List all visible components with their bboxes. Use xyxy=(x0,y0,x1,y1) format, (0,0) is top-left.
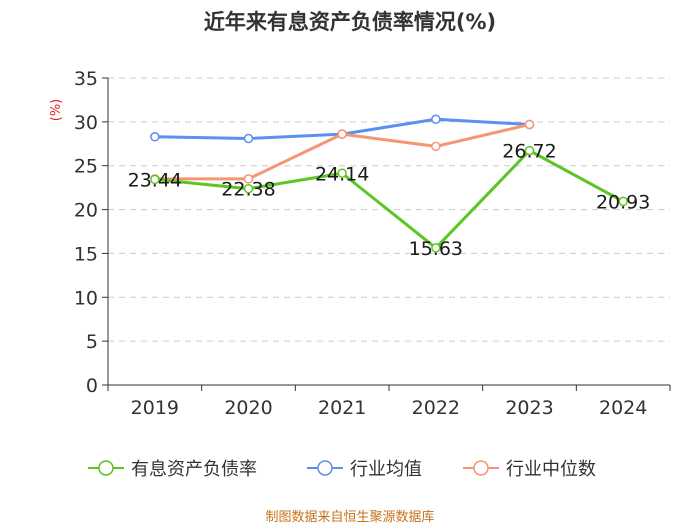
data-point-marker xyxy=(150,174,160,185)
y-axis-unit: (%) xyxy=(49,99,64,122)
y-tick-label: 5 xyxy=(86,331,98,353)
data-point-marker xyxy=(618,196,628,207)
data-label: 24.14 xyxy=(315,163,369,185)
data-label: 26.72 xyxy=(502,141,556,163)
series-line-0 xyxy=(154,149,624,250)
data-label: 20.93 xyxy=(596,191,650,213)
legend-label-0: 有息资产负债率 xyxy=(131,459,257,480)
legend-label-1: 行业均值 xyxy=(350,459,422,480)
series xyxy=(150,114,628,253)
x-tick-label: 2023 xyxy=(505,397,553,419)
legend[interactable]: 有息资产负债率 行业均值 行业中位数 xyxy=(88,459,596,480)
y-tick-label: 25 xyxy=(74,156,98,178)
data-point-marker xyxy=(431,141,441,152)
data-label: 22.38 xyxy=(221,179,275,201)
source-note: 制图数据来自恒生聚源数据库 xyxy=(265,509,434,525)
axes: 0 5 10 15 20 25 30 35 2019 2020 2021 2022 2023 2024 xyxy=(74,68,671,419)
x-tick-label: 2021 xyxy=(318,397,366,419)
y-tick-label: 20 xyxy=(74,200,98,222)
y-tick-label: 30 xyxy=(74,112,98,134)
data-label: 15.63 xyxy=(409,238,463,260)
x-tick-label: 2020 xyxy=(224,397,272,419)
x-tick-label: 2019 xyxy=(131,397,179,419)
data-point-marker xyxy=(337,129,347,139)
y-tick-label: 10 xyxy=(74,287,98,309)
data-point-marker xyxy=(524,119,535,130)
data-labels: 23.44 22.38 24.14 15.63 26.72 20.93 xyxy=(128,141,651,260)
data-point-marker xyxy=(431,243,441,253)
legend-marker-2 xyxy=(473,460,489,476)
data-point-marker xyxy=(524,145,535,156)
data-point-marker xyxy=(150,132,160,142)
x-tick-label: 2024 xyxy=(599,397,647,419)
legend-marker-0 xyxy=(98,460,114,476)
data-point-marker xyxy=(243,183,254,194)
chart-title: 近年来有息资产负债率情况(%) xyxy=(204,10,496,34)
x-tick-label: 2022 xyxy=(412,397,460,419)
legend-marker-1 xyxy=(317,460,333,476)
y-tick-label: 0 xyxy=(86,375,98,397)
data-point-marker xyxy=(431,114,441,124)
data-label: 23.44 xyxy=(128,169,182,191)
data-point-marker xyxy=(243,133,254,144)
y-tick-label: 15 xyxy=(74,243,98,265)
data-point-marker xyxy=(337,168,347,179)
legend-label-2: 行业中位数 xyxy=(506,459,596,480)
data-point-marker xyxy=(243,174,254,184)
y-tick-label: 35 xyxy=(74,68,98,90)
